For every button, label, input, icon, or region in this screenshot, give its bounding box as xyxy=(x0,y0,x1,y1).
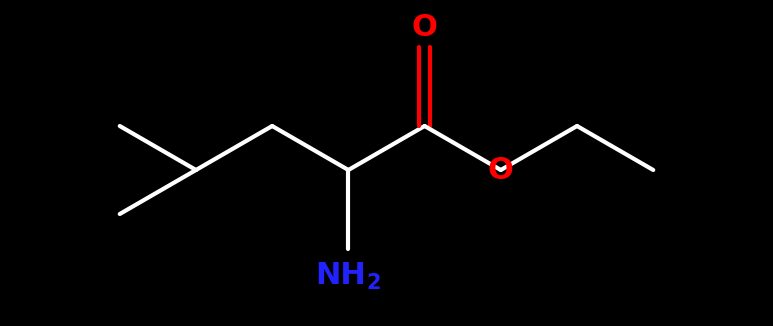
Text: 2: 2 xyxy=(366,273,380,293)
Text: O: O xyxy=(488,156,514,185)
Text: NH: NH xyxy=(315,261,366,290)
Text: O: O xyxy=(412,13,438,42)
